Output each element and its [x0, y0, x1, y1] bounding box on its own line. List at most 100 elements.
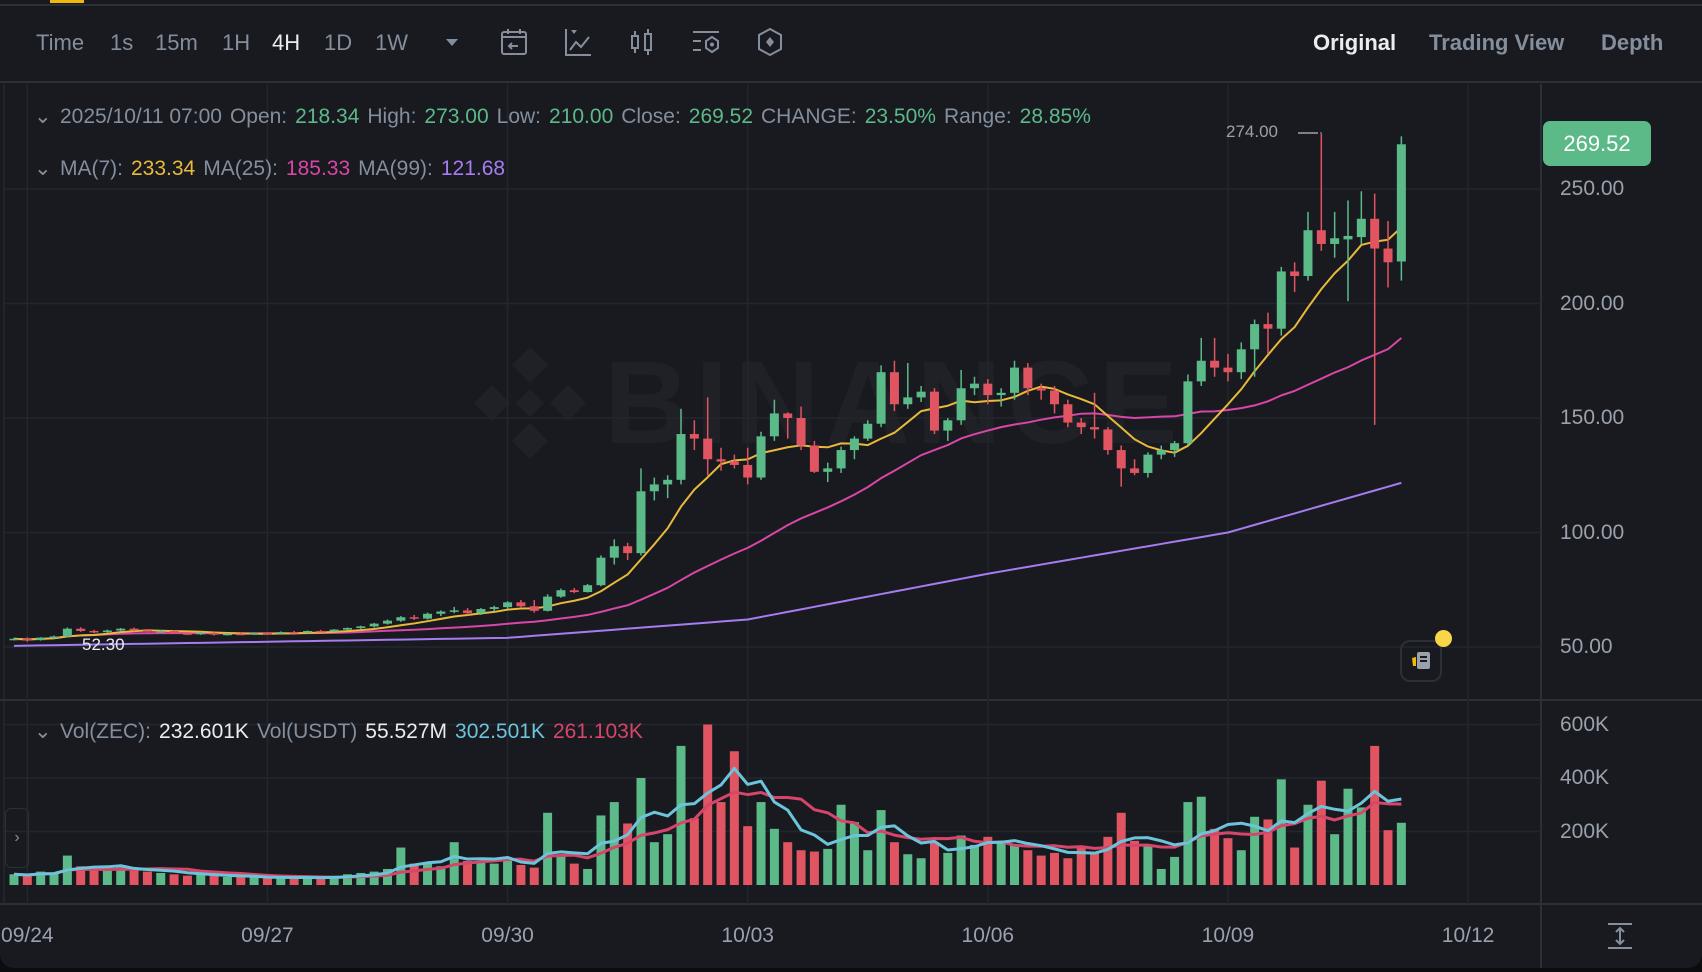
candle	[929, 388, 939, 435]
candle	[22, 637, 32, 642]
depth-hexagon-icon[interactable]	[754, 26, 786, 58]
volume-bar	[783, 842, 793, 885]
candle-body	[689, 434, 699, 439]
volume-bar	[1303, 804, 1313, 885]
candle	[609, 539, 619, 565]
volume-bar	[343, 874, 352, 885]
volume-ma5-line	[13, 766, 1402, 880]
high-label: High:	[367, 104, 417, 128]
calendar-goto-icon[interactable]	[498, 26, 530, 58]
candle-body	[22, 638, 32, 641]
candle-body	[89, 630, 99, 633]
candle-body	[543, 596, 553, 611]
candle	[756, 431, 766, 480]
volume-bar	[1103, 836, 1113, 885]
vertical-resize-icon[interactable]	[1604, 920, 1636, 952]
interval-1w[interactable]: 1W	[375, 30, 408, 55]
volume-bar	[769, 828, 779, 885]
candle-body	[1063, 404, 1073, 423]
candle	[969, 376, 979, 396]
date-tick-label: 10/06	[961, 924, 1015, 947]
interval-dropdown-caret-icon[interactable]	[436, 26, 468, 58]
candlestick-type-icon[interactable]	[626, 26, 658, 58]
high-marker-label: 274.00	[1226, 122, 1278, 141]
volume-bar	[1063, 858, 1073, 885]
candle	[543, 594, 553, 612]
interval-1d[interactable]: 1D	[324, 30, 353, 55]
candle	[836, 446, 846, 473]
candle	[9, 637, 19, 641]
candle-body	[1356, 218, 1366, 238]
candle-body	[956, 388, 966, 421]
interval-1s[interactable]: 1s	[110, 30, 134, 55]
vol-label: Vol(ZEC):	[60, 719, 152, 743]
candle-body	[129, 628, 139, 631]
candle	[116, 627, 126, 632]
candle-body	[36, 637, 46, 641]
ma7-label: MA(7):	[60, 156, 123, 180]
volume-bar	[649, 842, 659, 885]
high-value: 273.00	[424, 104, 489, 128]
ma99-line	[13, 481, 1402, 647]
candle	[383, 619, 393, 625]
volume-bar	[1223, 838, 1233, 885]
interval-time[interactable]: Time	[36, 30, 85, 55]
candle-body	[316, 630, 326, 633]
candle-body	[1330, 238, 1340, 244]
candle	[76, 627, 86, 632]
candle	[516, 600, 526, 609]
indicator-chart-icon[interactable]	[562, 26, 594, 58]
date-tick-label: 09/30	[481, 924, 534, 947]
volume-bar	[76, 866, 86, 885]
candle-body	[649, 484, 659, 492]
expand-panel-button[interactable]: ›	[5, 808, 29, 868]
ma25-value: 185.33	[285, 156, 351, 180]
volume-bar	[903, 854, 913, 885]
candle-body	[783, 413, 793, 418]
candle-body	[889, 372, 899, 405]
collapse-chevron-icon[interactable]: ⌄	[34, 157, 52, 180]
notes-button[interactable]	[1400, 640, 1442, 682]
interval-1h[interactable]: 1H	[222, 30, 251, 55]
candle	[182, 631, 192, 636]
binance-logo-icon	[474, 347, 586, 459]
view-depth-tab[interactable]: Depth	[1601, 30, 1664, 55]
candle	[436, 610, 446, 617]
volume-bar	[529, 867, 539, 885]
candle-body	[156, 630, 166, 633]
volume-bar	[356, 872, 366, 885]
candle-body	[262, 633, 272, 635]
volume-ma10-line	[13, 790, 1402, 879]
candle	[343, 627, 352, 631]
candle-body	[969, 383, 979, 389]
chart-settings-icon[interactable]	[690, 26, 722, 58]
candle	[356, 625, 366, 629]
change-value: 23.50%	[864, 104, 936, 128]
volume-bar	[623, 823, 633, 885]
candle-body	[463, 610, 473, 614]
view-trading-view-tab[interactable]: Trading View	[1429, 30, 1565, 55]
candle-body	[609, 546, 619, 558]
candle-body	[1050, 390, 1060, 405]
collapse-chevron-icon[interactable]: ⌄	[34, 720, 52, 743]
candle-body	[1130, 468, 1140, 473]
open-label: Open:	[229, 104, 288, 128]
chevron-right-icon: ›	[14, 829, 20, 846]
candle-body	[676, 434, 686, 480]
candle	[903, 363, 913, 409]
candle-body	[1236, 349, 1246, 373]
candle-body	[102, 630, 112, 633]
volume-bar	[36, 871, 46, 885]
candle-body	[396, 617, 406, 621]
candle-body	[116, 628, 126, 631]
candle	[983, 379, 993, 405]
interval-15m[interactable]: 15m	[155, 30, 198, 55]
volume-bar	[1036, 855, 1046, 885]
volume-bar	[369, 871, 379, 885]
low-label: Low:	[496, 104, 542, 128]
interval-4h[interactable]: 4H	[272, 30, 301, 55]
candle-body	[1223, 367, 1233, 373]
collapse-chevron-icon[interactable]: ⌄	[34, 105, 52, 128]
view-original-tab[interactable]: Original	[1313, 30, 1397, 55]
